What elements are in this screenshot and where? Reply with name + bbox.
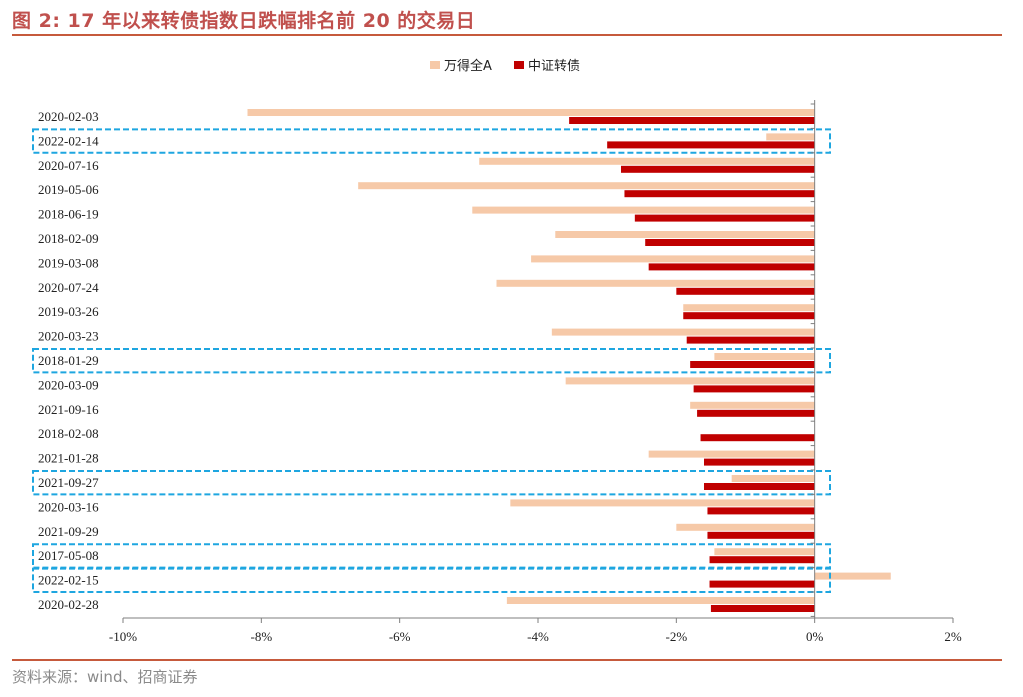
x-tick-label: -6% bbox=[389, 629, 411, 644]
category-label-2018-06-19: 2018-06-19 bbox=[38, 207, 99, 222]
bar-zhongzheng-2022-02-14 bbox=[607, 141, 815, 149]
category-label-2020-03-23: 2020-03-23 bbox=[38, 329, 99, 344]
x-tick-label: 2% bbox=[944, 629, 962, 644]
bar-wande-2020-07-16 bbox=[479, 157, 815, 165]
x-tick-label: -2% bbox=[665, 629, 687, 644]
category-label-2020-03-09: 2020-03-09 bbox=[38, 377, 99, 392]
bar-wande-2020-03-23 bbox=[551, 328, 815, 336]
category-label-2019-03-26: 2019-03-26 bbox=[38, 304, 99, 319]
bar-wande-2022-02-15 bbox=[814, 572, 891, 580]
bar-wande-2020-07-24 bbox=[496, 279, 815, 287]
category-label-2018-01-29: 2018-01-29 bbox=[38, 353, 99, 368]
bar-wande-2020-03-09 bbox=[565, 377, 815, 385]
bar-zhongzheng-2020-02-28 bbox=[710, 605, 815, 612]
category-label-2017-05-08: 2017-05-08 bbox=[38, 548, 99, 563]
category-label-2020-02-03: 2020-02-03 bbox=[38, 109, 99, 124]
category-label-2021-09-27: 2021-09-27 bbox=[38, 475, 99, 490]
category-label-2020-02-28: 2020-02-28 bbox=[38, 597, 99, 612]
bar-wande-2019-03-26 bbox=[683, 304, 815, 312]
bar-zhongzheng-2021-01-28 bbox=[704, 458, 815, 466]
bar-zhongzheng-2018-02-08 bbox=[700, 434, 815, 442]
bar-zhongzheng-2018-01-29 bbox=[690, 361, 815, 368]
category-label-2020-03-16: 2020-03-16 bbox=[38, 499, 99, 514]
footer-divider bbox=[12, 659, 1002, 661]
category-label-2022-02-14: 2022-02-14 bbox=[38, 133, 99, 148]
bar-zhongzheng-2021-09-16 bbox=[697, 409, 815, 417]
bar-zhongzheng-2020-02-03 bbox=[569, 117, 815, 124]
legend-label-zhongzheng: 中证转债 bbox=[528, 59, 580, 74]
bar-wande-2021-09-29 bbox=[676, 523, 815, 531]
bar-wande-2018-02-09 bbox=[555, 231, 815, 238]
bar-wande-2020-03-16 bbox=[510, 499, 815, 507]
title-divider bbox=[12, 34, 1002, 36]
legend-label-wande: 万得全A bbox=[444, 58, 492, 74]
bar-wande-2022-02-14 bbox=[766, 133, 815, 141]
highlight-box-2021-09-27 bbox=[32, 470, 831, 496]
x-tick-label: -4% bbox=[527, 629, 549, 644]
bar-zhongzheng-2019-05-06 bbox=[624, 190, 815, 198]
bar-wande-2020-02-28 bbox=[506, 597, 815, 604]
bar-zhongzheng-2021-09-27 bbox=[704, 483, 815, 490]
bar-zhongzheng-2020-03-23 bbox=[686, 336, 815, 344]
category-label-2021-09-16: 2021-09-16 bbox=[38, 402, 99, 417]
bar-zhongzheng-2019-03-26 bbox=[683, 312, 815, 320]
source-note: 资料来源：wind、招商证券 bbox=[12, 668, 198, 686]
category-label-2018-02-08: 2018-02-08 bbox=[38, 426, 99, 441]
category-label-2019-03-08: 2019-03-08 bbox=[38, 255, 99, 270]
bar-wande-2020-02-03 bbox=[247, 109, 815, 116]
category-label-2018-02-09: 2018-02-09 bbox=[38, 231, 99, 246]
highlight-box-2022-02-15 bbox=[32, 567, 831, 593]
bar-zhongzheng-2019-03-08 bbox=[648, 263, 815, 271]
highlight-box-2022-02-14 bbox=[32, 128, 831, 154]
bar-wande-2019-05-06 bbox=[358, 182, 815, 190]
bar-zhongzheng-2020-03-16 bbox=[707, 507, 815, 515]
x-tick-label: -10% bbox=[109, 629, 137, 644]
category-label-2020-07-24: 2020-07-24 bbox=[38, 280, 99, 295]
bar-zhongzheng-2018-02-09 bbox=[645, 239, 815, 246]
bar-wande-2017-05-08 bbox=[714, 548, 815, 556]
bar-wande-2021-01-28 bbox=[648, 450, 815, 458]
bar-wande-2021-09-27 bbox=[731, 475, 815, 482]
x-tick-label: 0% bbox=[806, 629, 824, 644]
chart-title: 图 2: 17 年以来转债指数日跌幅排名前 20 的交易日 bbox=[12, 10, 476, 32]
bar-zhongzheng-2021-09-29 bbox=[707, 531, 815, 539]
bar-zhongzheng-2020-03-09 bbox=[693, 385, 815, 393]
category-label-2020-07-16: 2020-07-16 bbox=[38, 158, 99, 173]
bar-zhongzheng-2018-06-19 bbox=[634, 214, 815, 222]
category-label-2019-05-06: 2019-05-06 bbox=[38, 182, 99, 197]
legend-swatch-wande bbox=[430, 61, 440, 69]
highlight-box-2017-05-08 bbox=[32, 543, 831, 569]
bar-zhongzheng-2017-05-08 bbox=[709, 556, 815, 564]
category-label-2022-02-15: 2022-02-15 bbox=[38, 573, 99, 588]
bar-wande-2018-01-29 bbox=[714, 353, 815, 360]
highlight-box-2018-01-29 bbox=[32, 348, 831, 374]
bar-wande-2021-09-16 bbox=[690, 401, 815, 409]
category-label-2021-09-29: 2021-09-29 bbox=[38, 524, 99, 539]
bar-zhongzheng-2020-07-16 bbox=[621, 165, 815, 173]
bar-wande-2018-06-19 bbox=[472, 206, 815, 214]
bar-zhongzheng-2022-02-15 bbox=[709, 580, 815, 588]
category-label-2021-01-28: 2021-01-28 bbox=[38, 451, 99, 466]
legend-swatch-zhongzheng bbox=[514, 61, 524, 69]
bar-zhongzheng-2020-07-24 bbox=[676, 287, 815, 295]
bar-wande-2019-03-08 bbox=[531, 255, 815, 263]
x-tick-label: -8% bbox=[250, 629, 272, 644]
